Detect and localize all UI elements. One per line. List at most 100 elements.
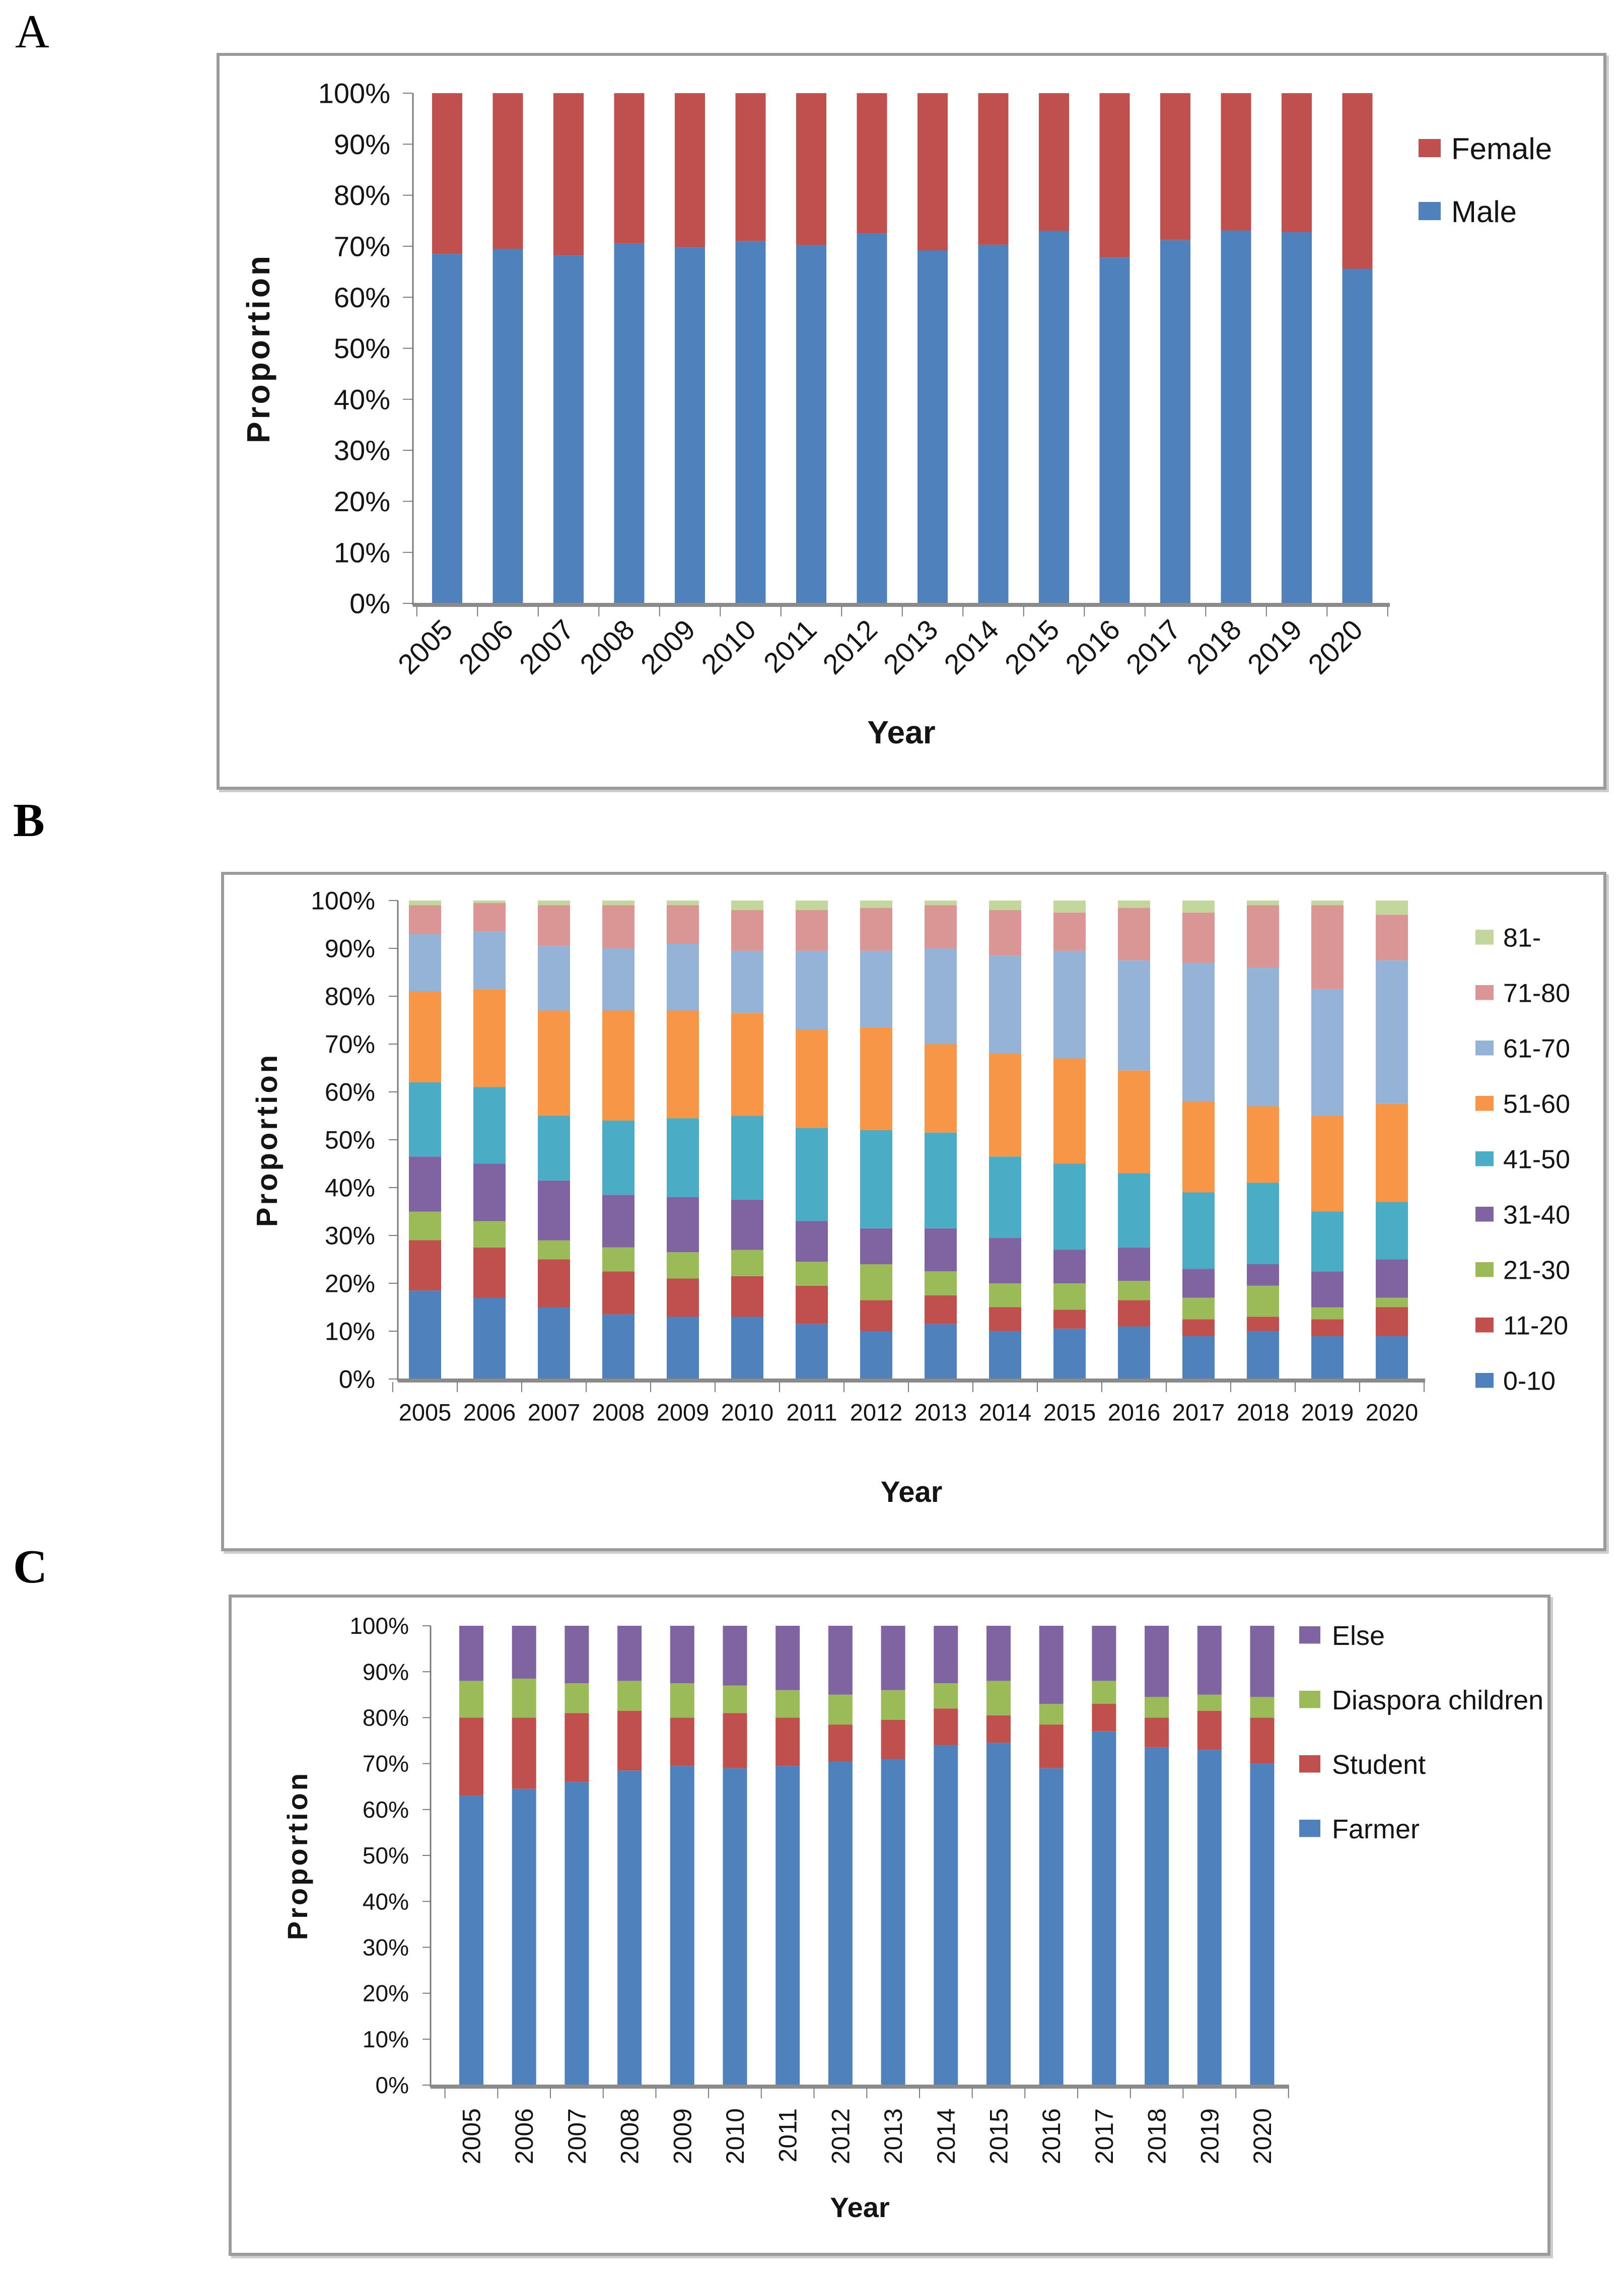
- x-tick-label: 2011: [786, 1399, 837, 1425]
- chart-panel-b: 0% 10% 20% 30% 40% 50% 60% 70% 80% 90% 100% 2005 200…: [221, 872, 1606, 1551]
- legend-label-Male: Male: [1451, 195, 1517, 229]
- x-tick-label: 2017: [1120, 613, 1187, 680]
- y-tick-label: 90%: [325, 935, 375, 963]
- bar-segment-2009-Else: [670, 1626, 694, 1683]
- chart-c-canvas: 0% 10% 20% 30% 40% 50% 60% 70% 80% 90% 100% 2005 200…: [281, 1613, 1543, 2223]
- bar-segment-2014-Diaspora children: [934, 1683, 958, 1709]
- bar-segment-2008-Else: [617, 1626, 642, 1681]
- x-tick-label: 2009: [668, 2108, 696, 2164]
- legend-label-0-10: 0-10: [1503, 1367, 1556, 1396]
- bar-segment-2018-31-40: [1247, 1264, 1279, 1286]
- legend-label-71-80: 71-80: [1503, 979, 1570, 1008]
- bar-segment-2009-71-80: [667, 905, 699, 944]
- bar-segment-2017-Male: [1160, 240, 1190, 603]
- bar-segment-2017-Farmer: [1092, 1731, 1116, 2085]
- bar-segment-2013-Diaspora children: [881, 1690, 905, 1720]
- bar-segment-2016-Diaspora children: [1039, 1704, 1064, 1724]
- bar-segment-2011-11-20: [796, 1285, 828, 1324]
- bar-segment-2020-21-30: [1376, 1297, 1408, 1307]
- bar-segment-2015-81-: [1053, 901, 1086, 913]
- legend-swatch-81-: [1475, 930, 1494, 945]
- x-tick-label: 2020: [1248, 2108, 1277, 2164]
- bar-segment-2014-31-40: [989, 1237, 1021, 1284]
- bar-segment-2016-51-60: [1118, 1070, 1150, 1174]
- x-tick-label: 2006: [510, 2108, 538, 2164]
- x-tick-label: 2014: [938, 613, 1005, 680]
- x-tick-label: 2012: [826, 2108, 855, 2164]
- bar-segment-2010-11-20: [731, 1276, 763, 1317]
- bar-segment-2016-41-50: [1118, 1173, 1150, 1248]
- legend-swatch-Diaspora children: [1299, 1691, 1320, 1708]
- x-axis-title: Year: [881, 1476, 943, 1508]
- bar-segment-2008-Female: [614, 93, 645, 244]
- x-tick-label: 2005: [392, 613, 459, 680]
- legend-label-Female: Female: [1451, 132, 1552, 166]
- legend-swatch-21-30: [1475, 1262, 1494, 1277]
- legend-swatch-Female: [1419, 139, 1441, 158]
- y-tick-label: 40%: [334, 383, 390, 415]
- bar-segment-2013-71-80: [925, 905, 957, 948]
- bar-segment-2019-Diaspora children: [1197, 1694, 1222, 1711]
- bar-segment-2006-31-40: [473, 1163, 506, 1221]
- bar-segment-2012-11-20: [860, 1300, 892, 1332]
- bar-segment-2018-Male: [1221, 230, 1251, 603]
- bar-segment-2015-31-40: [1053, 1250, 1086, 1283]
- bar-segment-2014-11-20: [989, 1307, 1021, 1331]
- x-tick-label: 2018: [1143, 2108, 1171, 2164]
- bar-segment-2020-Diaspora children: [1250, 1697, 1275, 1718]
- bar-segment-2007-51-60: [538, 1010, 570, 1116]
- bar-segment-2010-81-: [731, 901, 763, 910]
- legend-label-81-: 81-: [1503, 924, 1541, 953]
- y-tick-label: 100%: [349, 1613, 409, 1639]
- bar-segment-2019-71-80: [1311, 905, 1344, 989]
- x-tick-label: 2012: [850, 1399, 903, 1425]
- y-tick-label: 100%: [311, 887, 375, 915]
- x-tick-label: 2015: [999, 613, 1066, 680]
- bar-segment-2017-31-40: [1182, 1269, 1215, 1298]
- bar-segment-2020-81-: [1376, 901, 1408, 915]
- bar-segment-2009-51-60: [667, 1010, 699, 1119]
- bar-segment-2007-0-10: [538, 1307, 570, 1379]
- bar-segment-2011-61-70: [796, 950, 828, 1030]
- bar-segment-2012-31-40: [860, 1228, 892, 1265]
- bar-segment-2018-51-60: [1247, 1106, 1279, 1183]
- bar-segment-2018-21-30: [1247, 1285, 1279, 1317]
- y-tick-label: 10%: [334, 536, 390, 568]
- bar-segment-2013-Student: [881, 1720, 905, 1759]
- bar-segment-2014-Student: [934, 1708, 958, 1746]
- bar-segment-2015-41-50: [1053, 1163, 1086, 1250]
- bar-segment-2010-71-80: [731, 910, 763, 951]
- y-tick-label: 50%: [334, 332, 390, 364]
- legend-swatch-51-60: [1475, 1096, 1494, 1111]
- bar-segment-2005-Else: [459, 1626, 483, 1681]
- bar-segment-2014-81-: [989, 901, 1021, 910]
- bar-segment-2019-Else: [1197, 1626, 1222, 1695]
- bar-segment-2011-Else: [775, 1626, 800, 1690]
- x-tick-label: 2010: [721, 1399, 774, 1425]
- x-tick-label: 2016: [1108, 1399, 1161, 1425]
- bar-segment-2005-21-30: [409, 1211, 441, 1240]
- legend-label-Student: Student: [1332, 1750, 1426, 1780]
- bar-segment-2014-Female: [978, 93, 1009, 245]
- bar-segment-2012-51-60: [860, 1027, 892, 1131]
- bar-segment-2009-31-40: [667, 1197, 699, 1253]
- x-tick-label: 2007: [528, 1399, 581, 1425]
- bar-segment-2008-11-20: [602, 1271, 634, 1315]
- bar-segment-2005-Diaspora children: [459, 1681, 483, 1718]
- bar-segment-2006-Female: [492, 93, 523, 249]
- x-tick-label: 2008: [616, 2108, 644, 2164]
- panel-label-c: C: [13, 1541, 47, 1593]
- bar-segment-2012-Student: [828, 1724, 853, 1762]
- bar-segment-2017-21-30: [1182, 1297, 1215, 1320]
- bar-segment-2019-31-40: [1311, 1271, 1344, 1307]
- bar-segment-2019-61-70: [1311, 989, 1344, 1116]
- bar-segment-2006-71-80: [473, 903, 506, 932]
- bar-segment-2012-41-50: [860, 1130, 892, 1228]
- bar-segment-2016-21-30: [1118, 1281, 1150, 1300]
- bar-segment-2014-41-50: [989, 1156, 1021, 1238]
- bar-segment-2010-41-50: [731, 1116, 763, 1200]
- bar-segment-2005-71-80: [409, 905, 441, 934]
- bar-segment-2018-81-: [1247, 901, 1279, 906]
- bar-segment-2018-Farmer: [1145, 1747, 1169, 2085]
